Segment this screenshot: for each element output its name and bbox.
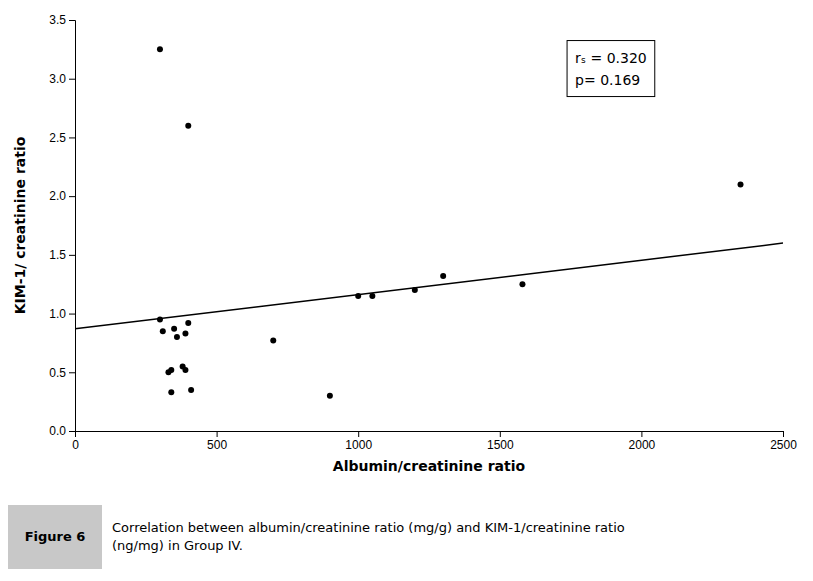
caption-text: (ng/mg) in Group IV. [112, 538, 243, 553]
point [160, 328, 166, 334]
x-tick: 2500 [770, 431, 797, 452]
x-tick-label: 2000 [629, 438, 656, 452]
chart: 0 500 1000 1500 2000 2500 0.0 0.5 1.0 1.5 2.0 2.5 3.… [0, 0, 813, 581]
y-tick-mark [69, 372, 75, 373]
y-tick-label: 0.5 [49, 366, 66, 380]
x-tick-mark [783, 431, 784, 437]
y-tick: 0.0 [49, 424, 75, 438]
y-tick: 1.0 [49, 307, 75, 321]
point [185, 320, 191, 326]
x-tick: 0 [72, 431, 79, 452]
point [519, 281, 525, 287]
y-tick-mark [69, 314, 75, 315]
plot: 0 500 1000 1500 2000 2500 0.0 0.5 1.0 1.5 2.0 2.5 3.… [12, 13, 797, 474]
x-tick-mark [217, 431, 218, 437]
annotation-text: p= 0.169 [575, 72, 640, 88]
x-tick-mark [641, 431, 642, 437]
regression-line [75, 243, 783, 329]
y-tick-label: 3.5 [49, 13, 66, 27]
x-axis-title: Albumin/creatinine ratio [333, 458, 526, 474]
marks [75, 46, 783, 398]
y-tick-mark [69, 196, 75, 197]
point [168, 367, 174, 373]
point [168, 389, 174, 395]
point [157, 46, 163, 52]
point [182, 331, 188, 337]
x-axis-line [76, 432, 784, 438]
caption-text: Correlation between albumin/creatinine r… [112, 520, 625, 535]
caption-label: Figure 6 [25, 529, 86, 544]
y-tick: 2.5 [49, 131, 75, 145]
point [182, 367, 188, 373]
point [440, 273, 446, 279]
y-axis: 0.0 0.5 1.0 1.5 2.0 2.5 3.0 3.5 [49, 13, 75, 438]
point [738, 181, 744, 187]
x-tick-label: 0 [72, 438, 79, 452]
x-tick-label: 1500 [487, 438, 514, 452]
x-tick: 500 [207, 431, 227, 452]
annotation-text: rₛ = 0.320 [575, 50, 647, 66]
y-tick: 3.5 [49, 13, 75, 27]
y-tick-mark [69, 79, 75, 80]
y-tick-label: 2.5 [49, 131, 66, 145]
point [171, 326, 177, 332]
annotation-box [567, 41, 655, 97]
x-tick-mark [358, 431, 359, 437]
caption-label-box [8, 505, 102, 569]
y-tick-mark [69, 137, 75, 138]
x-tick-label: 1000 [345, 438, 372, 452]
point [369, 293, 375, 299]
y-tick-mark [69, 20, 75, 21]
y-tick: 1.5 [49, 248, 75, 262]
y-axis-title: KIM-1/ creatinine ratio [12, 136, 28, 314]
y-tick-label: 0.0 [49, 424, 66, 438]
y-tick-label: 2.0 [49, 189, 66, 203]
point [185, 123, 191, 129]
x-tick-label: 2500 [770, 438, 797, 452]
point [174, 334, 180, 340]
caption: Figure 6 Correlation between albumin/crea… [8, 505, 625, 569]
y-tick-label: 1.5 [49, 248, 66, 262]
annotation: rₛ = 0.320 p= 0.169 [567, 41, 655, 97]
point [188, 387, 194, 393]
y-tick-label: 3.0 [49, 72, 66, 86]
y-axis-line [69, 21, 76, 432]
x-tick: 1500 [487, 431, 514, 452]
y-tick: 0.5 [49, 366, 75, 380]
y-tick: 3.0 [49, 72, 75, 86]
y-tick-mark [69, 255, 75, 256]
point [270, 338, 276, 344]
y-tick-label: 1.0 [49, 307, 66, 321]
x-tick: 1000 [345, 431, 372, 452]
x-tick: 2000 [629, 431, 656, 452]
y-tick-mark [69, 431, 75, 432]
x-tick-label: 500 [207, 438, 227, 452]
y-tick: 2.0 [49, 189, 75, 203]
x-tick-mark [500, 431, 501, 437]
point [327, 393, 333, 399]
x-axis: 0 500 1000 1500 2000 2500 [72, 431, 797, 452]
